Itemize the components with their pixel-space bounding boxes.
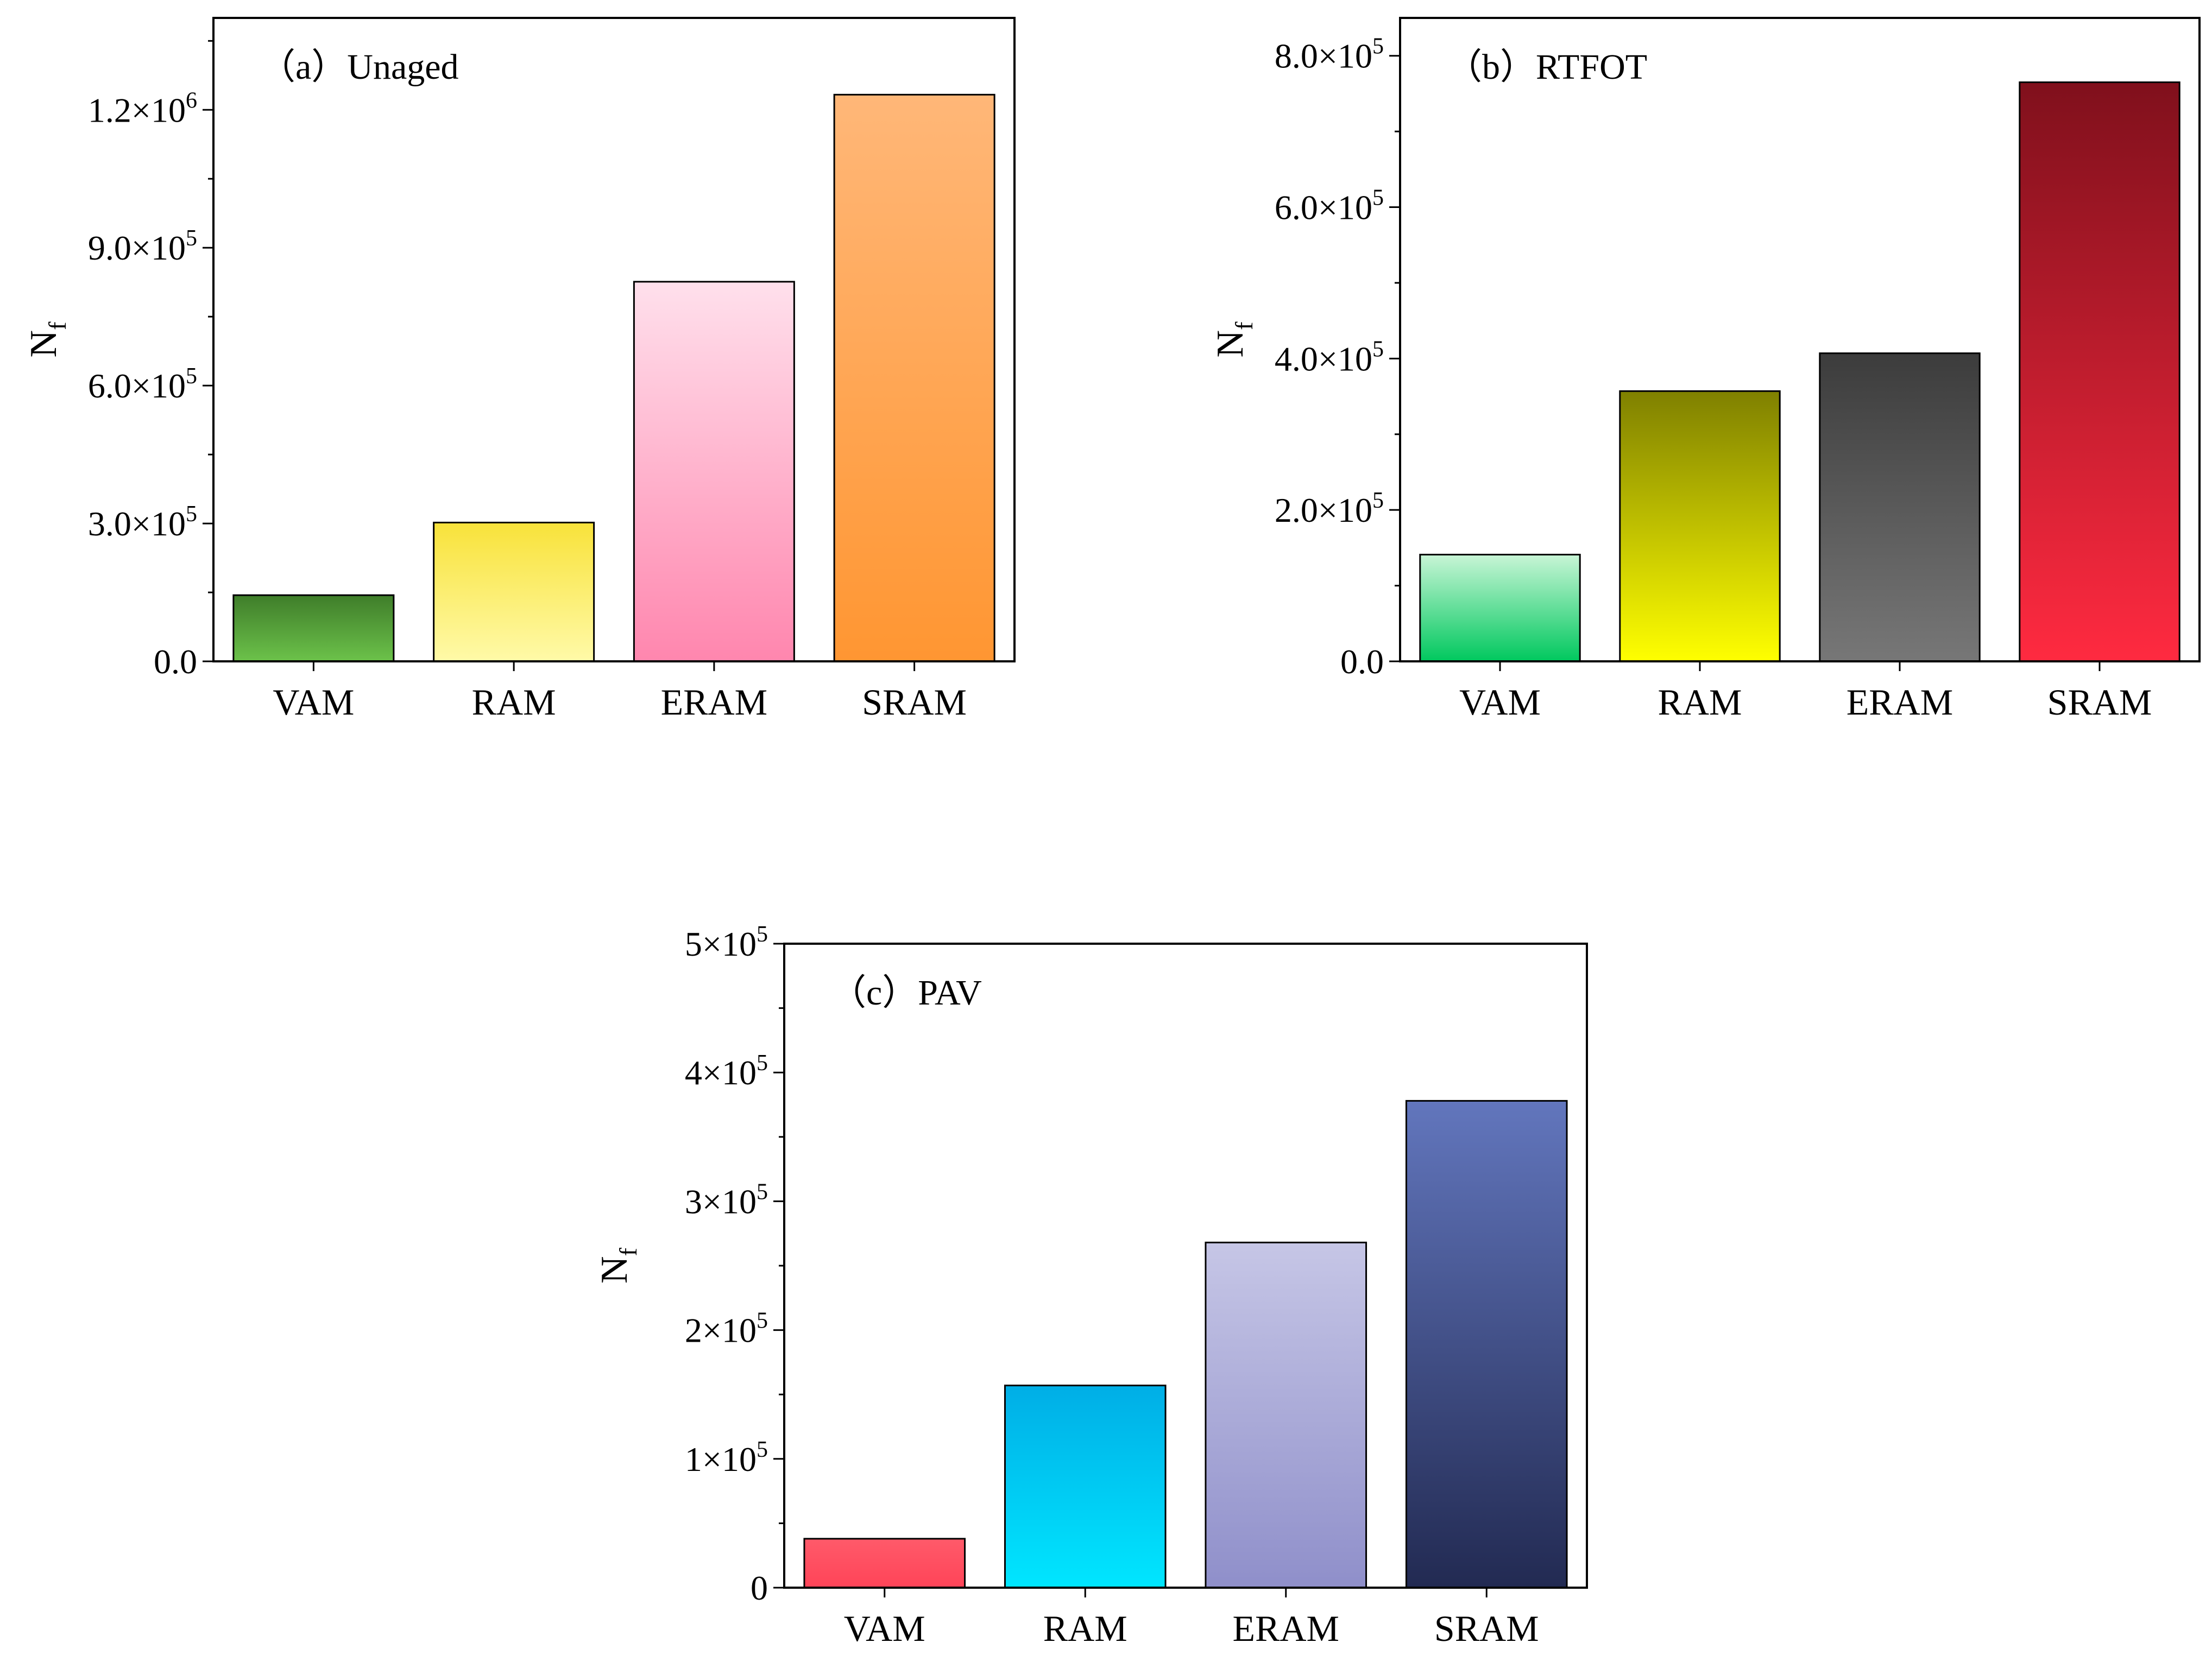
- y-tick-label: 4.0×105: [1275, 337, 1384, 378]
- bar-vam: [1419, 553, 1581, 662]
- y-tick-label: 2.0×105: [1275, 488, 1384, 529]
- panel-title: （b）RTFOT: [1446, 47, 1647, 87]
- bar-ram: [1004, 1385, 1167, 1589]
- x-tick-label: VAM: [1459, 681, 1541, 723]
- y-axis-title: Nf: [1209, 321, 1258, 358]
- y-tick-label: 8.0×105: [1275, 34, 1384, 75]
- bar-sram: [833, 93, 995, 662]
- bar-sram: [2019, 81, 2181, 662]
- plot-frame: [1399, 17, 2201, 662]
- y-tick-label: 2×105: [685, 1309, 768, 1350]
- panel-title: （a）Unaged: [260, 47, 459, 87]
- chart-panel-a: 0.0 3.0×105 6.0×105 9.0×105 1.2×106 VAM RAM ERA…: [23, 17, 1016, 723]
- plot-frame: [212, 17, 1016, 662]
- y-tick-label: 6.0×105: [88, 364, 197, 405]
- y-tick-label: 1.2×106: [88, 88, 197, 129]
- x-tick-label: SRAM: [862, 681, 967, 723]
- x-tick-label: SRAM: [2047, 681, 2152, 723]
- bar-ram: [1619, 390, 1781, 662]
- bar-vam: [803, 1538, 966, 1589]
- x-tick-label: VAM: [844, 1608, 925, 1649]
- bar-eram: [633, 281, 795, 662]
- x-tick-label: ERAM: [661, 681, 767, 723]
- x-tick-label: VAM: [273, 681, 354, 723]
- y-tick-label: 9.0×105: [88, 226, 197, 267]
- y-tick-label: 6.0×105: [1275, 186, 1384, 227]
- y-tick-label: 3.0×105: [88, 502, 197, 543]
- y-tick-label: 0: [751, 1569, 768, 1607]
- x-tick-label: ERAM: [1233, 1608, 1339, 1649]
- x-tick-label: RAM: [472, 681, 556, 723]
- y-tick-label: 1×105: [685, 1437, 768, 1479]
- x-tick-label: RAM: [1658, 681, 1742, 723]
- bar-eram: [1205, 1241, 1367, 1589]
- chart-panel-b: 0.0 2.0×105 4.0×105 6.0×105 8.0×105 VAM RAM ERA…: [1209, 17, 2201, 723]
- x-tick-label: RAM: [1043, 1608, 1127, 1649]
- bar-sram: [1405, 1100, 1568, 1589]
- bar-ram: [433, 521, 595, 662]
- y-tick-label: 0.0: [1340, 642, 1384, 681]
- y-tick-label: 0.0: [154, 642, 197, 681]
- y-tick-label: 3×105: [685, 1179, 768, 1221]
- y-tick-label: 5×105: [685, 922, 768, 963]
- x-tick-label: ERAM: [1847, 681, 1953, 723]
- y-axis-title: Nf: [23, 321, 71, 358]
- y-axis-title: Nf: [594, 1247, 642, 1284]
- chart-panel-c: 0 1×105 2×105 3×105 4×105 5×105 VAM RAM ERAM SRAM…: [594, 922, 1588, 1649]
- bar-vam: [232, 594, 395, 662]
- y-tick-label: 4×105: [685, 1051, 768, 1092]
- panel-title: （c）PAV: [830, 973, 982, 1013]
- x-tick-label: SRAM: [1434, 1608, 1539, 1649]
- bar-eram: [1819, 352, 1981, 662]
